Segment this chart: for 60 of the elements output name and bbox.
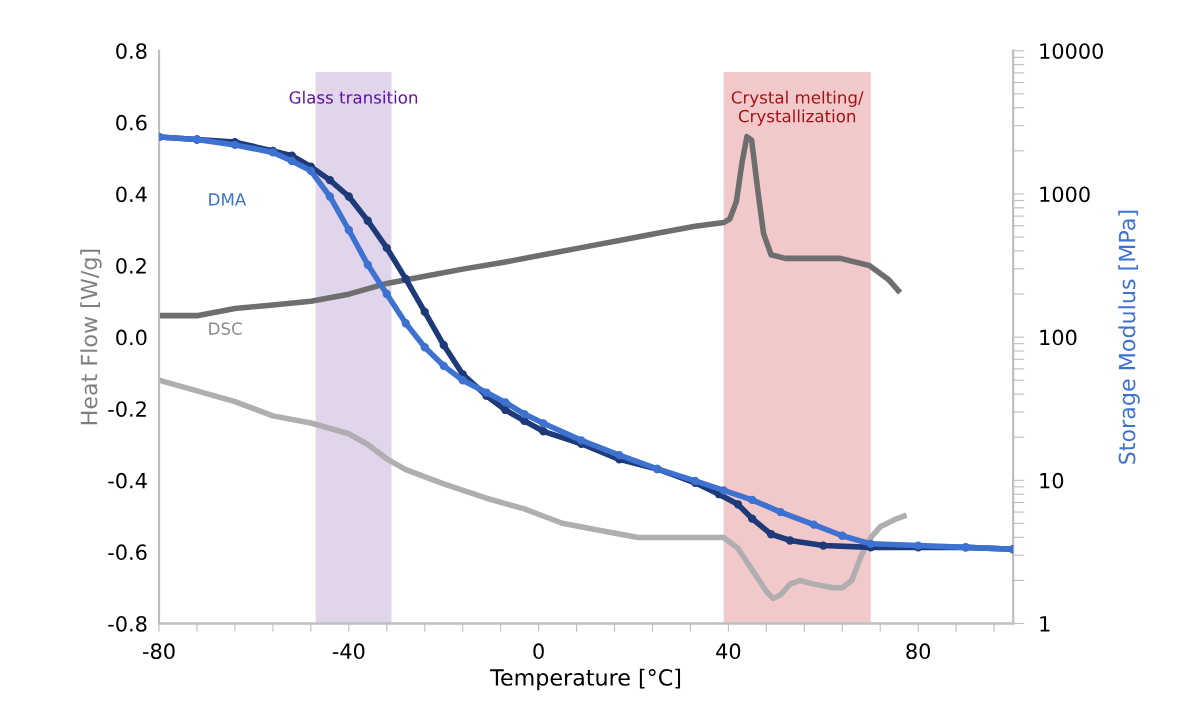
point [866, 539, 875, 549]
y-tick-label: -0.4 [108, 472, 147, 489]
point [344, 192, 353, 201]
point [501, 398, 510, 407]
x-axis-title: Temperature [°C] [490, 668, 681, 691]
point [520, 409, 529, 419]
y-tick-label: -0.8 [108, 615, 147, 632]
point [539, 419, 548, 428]
text: DSC [209, 322, 242, 335]
y-tick-label: -0.6 [108, 544, 147, 561]
point [363, 260, 372, 269]
y-tick-label: 0.8 [116, 43, 147, 59]
y-tick-label: 0.4 [116, 186, 147, 203]
point [401, 319, 410, 328]
point [420, 343, 429, 352]
x-tick-label: 80 [906, 643, 931, 660]
y-axis-title: Heat Flow [W/g] [80, 249, 102, 425]
point [344, 225, 353, 235]
point [615, 450, 624, 460]
band-label: Glass transition [289, 90, 418, 104]
point [325, 175, 335, 185]
point [420, 307, 429, 317]
point [458, 376, 467, 385]
y-tick-label: 0.2 [116, 257, 146, 274]
point [306, 166, 316, 175]
point [401, 274, 410, 284]
point [819, 541, 828, 550]
point [785, 536, 795, 545]
point [747, 514, 757, 523]
x-tick-label: -80 [143, 643, 175, 660]
point [363, 216, 372, 225]
point [325, 192, 335, 201]
x-tick-label: 0 [533, 643, 544, 660]
point [838, 531, 847, 540]
point [766, 530, 776, 539]
y2-axis-title: Storage Modulus [MPa] [1118, 210, 1140, 464]
y2-tick-label: 1 [1040, 616, 1050, 632]
y-tick-label: 0.6 [116, 114, 147, 131]
point [501, 405, 510, 415]
y2-tick-label: 10 [1040, 472, 1064, 489]
point [733, 500, 743, 509]
band-label: Crystal melting/ Crystallization [731, 90, 864, 126]
y-tick-label: 0.0 [116, 329, 147, 346]
y2-tick-label: 10000 [1040, 43, 1103, 59]
point [382, 289, 391, 299]
point [809, 520, 818, 529]
point [439, 340, 448, 350]
point [287, 156, 297, 166]
x-tick-label: 40 [716, 643, 741, 660]
point [439, 361, 448, 371]
y2-tick-label: 100 [1040, 329, 1077, 346]
point [747, 495, 757, 505]
text: DMA [209, 193, 247, 206]
y-tick-label: -0.2 [108, 401, 146, 417]
point [776, 507, 785, 517]
point [719, 486, 728, 495]
point [382, 243, 391, 253]
y2-tick-label: 1000 [1040, 186, 1090, 203]
point [539, 427, 548, 436]
x-tick-label: -40 [332, 643, 365, 660]
